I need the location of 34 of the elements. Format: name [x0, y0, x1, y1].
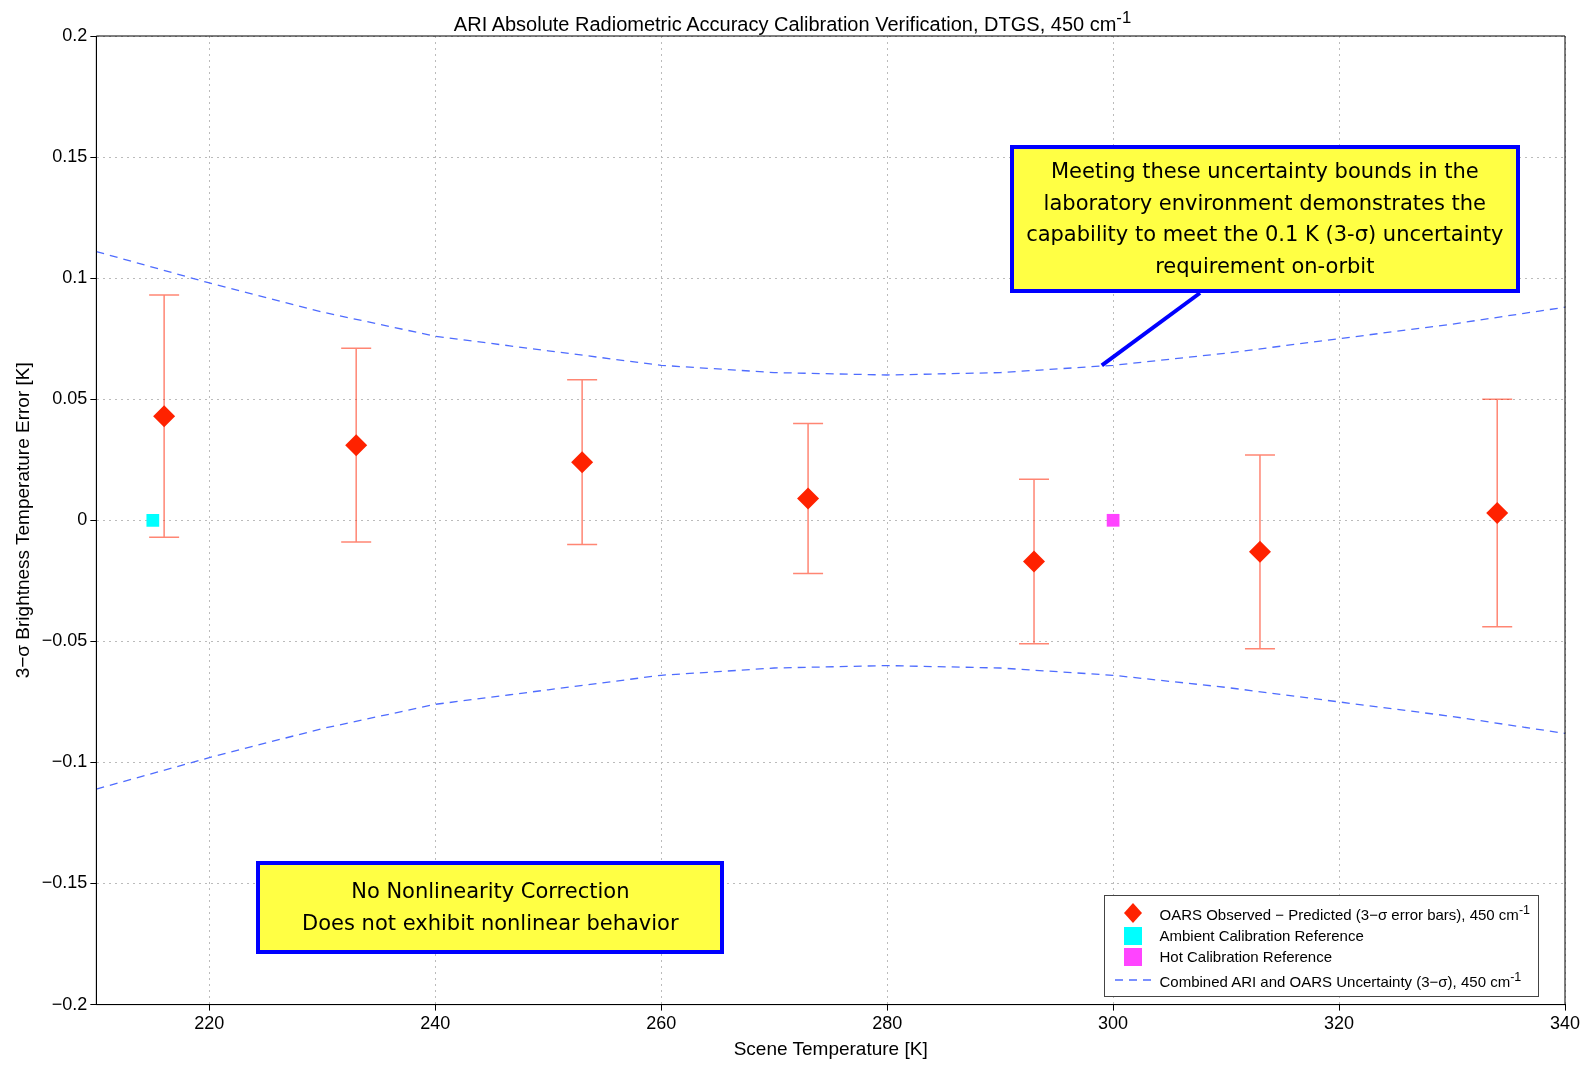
x-tick-label: 280: [872, 1013, 903, 1034]
y-axis-title: 3−σ Brightness Temperature Error [K]: [11, 362, 33, 679]
point: [797, 487, 820, 510]
x-tick-label: 340: [1549, 1013, 1581, 1034]
y-tick-label: −0.2: [51, 993, 88, 1014]
point: [571, 451, 594, 474]
point: [1486, 502, 1509, 525]
chart-title: ARI Absolute Radiometric Accuracy Calibration Verification, DTGS, 450 cm$^{-1}$: [453, 8, 1132, 35]
x-tick-label: 300: [1098, 1013, 1129, 1034]
point: [1248, 540, 1271, 563]
y-tick-label: −0.1: [51, 751, 88, 772]
legend-label: Ambient Calibration Reference: [1159, 925, 1364, 946]
x-tick-label: 220: [194, 1013, 225, 1034]
y-tick-label: 0.15: [52, 146, 88, 167]
legend-label: Hot Calibration Reference: [1159, 946, 1333, 967]
x-tick-label: 240: [420, 1013, 451, 1034]
y-tick-label: 0: [77, 509, 88, 530]
point: [1106, 513, 1120, 527]
point: [146, 513, 160, 527]
x-tick-label: 260: [646, 1013, 677, 1034]
x-tick-label: 320: [1324, 1013, 1355, 1034]
y-tick-label: 0.1: [62, 267, 88, 288]
y-tick-label: 0.05: [52, 388, 88, 409]
y-tick-label: −0.15: [41, 872, 88, 893]
point: [153, 405, 176, 428]
text-box: Meeting these uncertainty bounds in the laboratory environment demonstrates the capability to meet the 0.1 K (3-σ) uncertainty requirement on-orbit: [1009, 145, 1520, 294]
legend-label: Combined ARI and OARS Uncertainty (3−σ), 450 cm$^{-1}$: [1159, 968, 1522, 992]
legend-label: OARS Observed − Predicted (3−σ error bars), 450 cm$^{-1}$: [1159, 901, 1530, 925]
text-box: No Nonlinearity Correction Does not exhibit nonlinear behavior: [256, 861, 725, 954]
point: [345, 434, 368, 457]
y-tick-label: 0.2: [62, 24, 88, 45]
point: [1023, 550, 1046, 573]
x-axis-title: Scene Temperature [K]: [733, 1037, 928, 1059]
y-tick-label: −0.05: [41, 630, 88, 651]
